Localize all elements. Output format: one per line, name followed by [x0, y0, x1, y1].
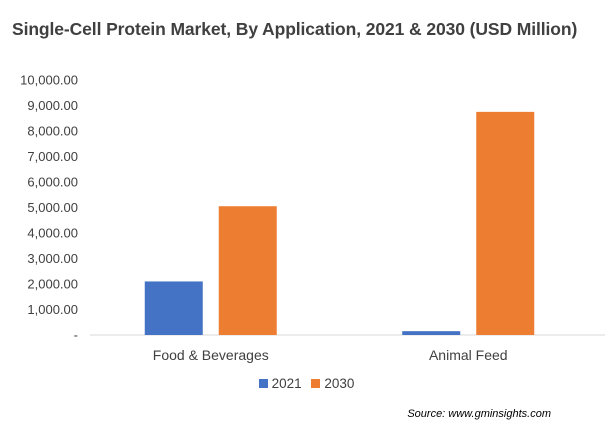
y-tick-label: 3,000.00	[27, 251, 78, 266]
y-tick-label: 10,000.00	[20, 73, 78, 88]
source-note: Source: www.gminsights.com	[407, 408, 551, 420]
y-tick-label: 6,000.00	[27, 175, 78, 190]
y-tick-label: 2,000.00	[27, 277, 78, 292]
x-category-label: Animal Feed	[429, 347, 508, 363]
bar-2021-0	[144, 281, 203, 335]
y-tick-label: 5,000.00	[27, 200, 78, 215]
x-category-label: Food & Beverages	[153, 347, 269, 363]
bar-2030-0	[218, 206, 277, 335]
bar-2030-1	[476, 111, 535, 335]
bars	[144, 111, 535, 335]
y-tick-label: 4,000.00	[27, 226, 78, 241]
bar-2021-1	[402, 331, 461, 335]
legend-swatch-2030	[311, 379, 321, 388]
legend-swatch-2021	[258, 379, 268, 388]
y-tick-label: 8,000.00	[27, 124, 78, 139]
y-tick-label: 9,000.00	[27, 98, 78, 113]
legend-item-2021: 2021	[258, 376, 302, 391]
y-tick-label: 1,000.00	[27, 302, 78, 317]
y-axis-ticks: - 1,000.00 2,000.00 3,000.00 4,000.00 5,000.0…	[20, 73, 78, 343]
legend-item-2030: 2030	[311, 376, 354, 391]
chart-title: Single-Cell Protein Market, By Applicati…	[12, 19, 578, 39]
x-axis-categories: Food & Beverages Animal Feed	[153, 347, 508, 363]
legend-label-2021: 2021	[271, 376, 302, 391]
legend-label-2030: 2030	[324, 376, 355, 391]
legend: 2021 2030	[0, 376, 613, 391]
y-tick-label: -	[74, 328, 78, 343]
y-tick-label: 7,000.00	[27, 149, 78, 164]
